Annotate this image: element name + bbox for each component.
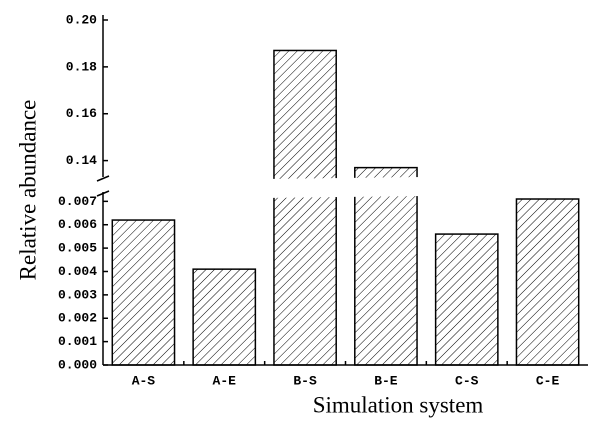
y-tick-label: 0.18: [66, 59, 97, 74]
y-tick-label: 0.14: [66, 153, 97, 168]
y-tick-label: 0.004: [58, 264, 97, 279]
x-tick-label: B-S: [293, 373, 317, 388]
x-tick-label: A-E: [213, 373, 237, 388]
axis-break-gap: [95, 175, 588, 200]
y-tick-label: 0.001: [58, 334, 97, 349]
axis-break-mark: [96, 175, 110, 182]
y-tick-label: 0.005: [58, 241, 97, 256]
x-tick-label: C-E: [536, 373, 560, 388]
y-tick-label: 0.000: [58, 357, 97, 372]
y-tick-label: 0.003: [58, 287, 97, 302]
y-tick-label: 0.16: [66, 106, 97, 121]
y-tick-label: 0.20: [66, 12, 97, 27]
x-axis-title: Simulation system: [313, 392, 484, 417]
x-tick-label: C-S: [455, 373, 479, 388]
x-tick-label: B-E: [374, 373, 398, 388]
y-tick-label: 0.007: [58, 194, 97, 209]
plot: A-S A-E B-S B-E C-S C-E 0.000 0.001 0.002 0.003 0.…: [58, 12, 588, 388]
y-tick-label: 0.006: [58, 217, 97, 232]
bar: [354, 166, 418, 366]
axis-break-mark: [96, 190, 110, 197]
bar: [111, 219, 176, 366]
y-axis-title: Relative abundance: [15, 100, 40, 281]
bar: [515, 198, 580, 366]
y-tick-label: 0.002: [58, 311, 97, 326]
bar: [192, 268, 257, 366]
bar: [273, 49, 337, 366]
bar: [434, 233, 499, 366]
x-tick-label: A-S: [132, 373, 156, 388]
